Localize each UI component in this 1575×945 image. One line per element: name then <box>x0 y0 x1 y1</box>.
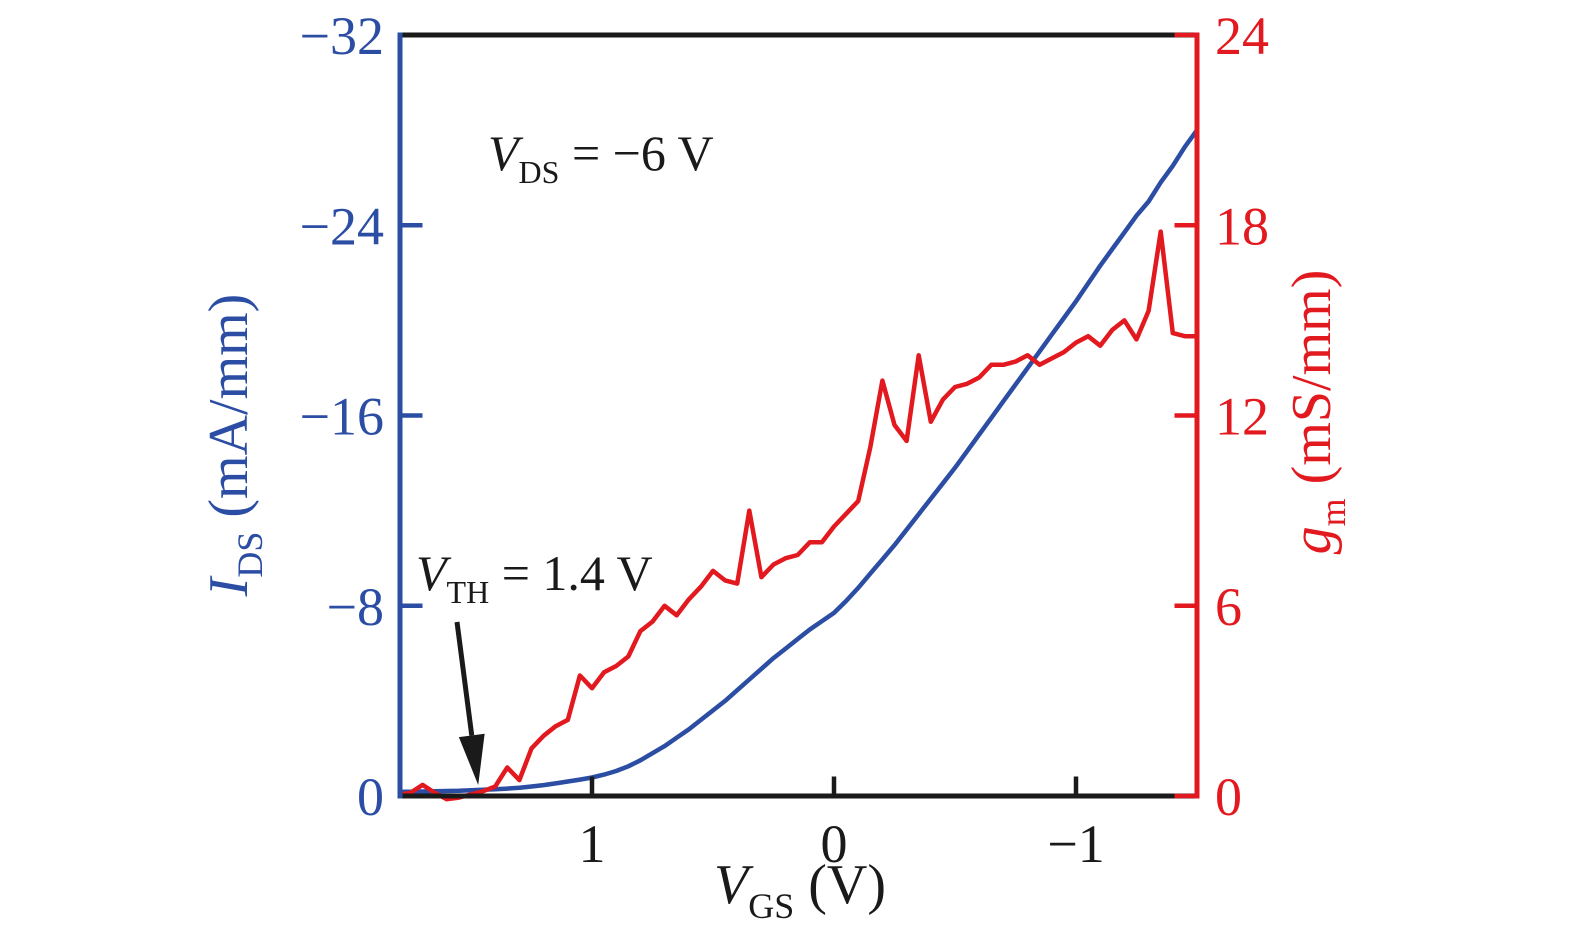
x-tick-label: 0 <box>821 814 848 874</box>
right-tick-label: 24 <box>1215 6 1269 66</box>
right-axis-title: gm​ (mS/mm) <box>1281 270 1353 555</box>
right-tick-label: 12 <box>1215 387 1269 447</box>
left-tick-label: 0 <box>357 767 384 827</box>
left-axis-title: IDS​ (mA/mm) <box>198 294 270 598</box>
x-axis-title: VGS​ (V) <box>714 854 886 926</box>
vds-annotation: VDS​ = −6 V <box>488 125 714 190</box>
left-tick-label: −8 <box>327 577 384 637</box>
gm-curve <box>398 229 1200 802</box>
right-tick-label: 6 <box>1215 577 1242 637</box>
right-tick-label: 18 <box>1215 196 1269 256</box>
left-tick-label: −32 <box>300 6 384 66</box>
vth-annotation: VTH​ = 1.4 V <box>416 545 653 610</box>
x-tick-label: 1 <box>579 814 606 874</box>
x-tick-label: −1 <box>1047 814 1104 874</box>
ids-curve <box>398 127 1200 794</box>
right-tick-label: 0 <box>1215 767 1242 827</box>
vth-arrow-head <box>458 733 485 785</box>
left-tick-label: −24 <box>300 196 384 256</box>
vth-arrow-line <box>454 621 475 736</box>
left-tick-label: −16 <box>300 387 384 447</box>
